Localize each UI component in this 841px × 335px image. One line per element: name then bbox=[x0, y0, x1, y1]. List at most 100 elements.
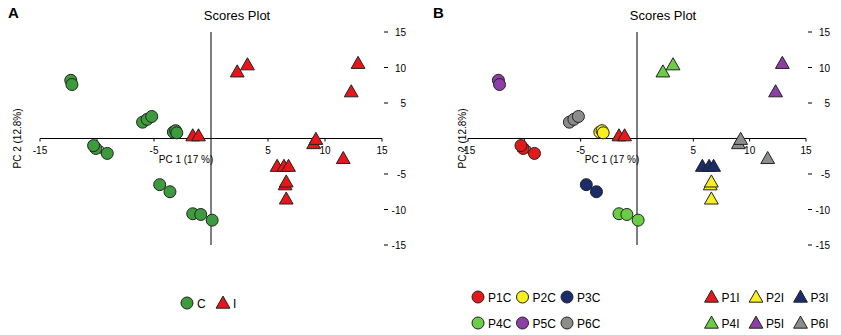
point bbox=[195, 208, 207, 220]
legend-label: C bbox=[197, 297, 206, 311]
x-tick-label: 15 bbox=[376, 145, 388, 156]
legend-label: P3C bbox=[577, 291, 601, 305]
x-tick-label: 15 bbox=[800, 145, 812, 156]
point bbox=[101, 147, 113, 159]
x-tick bbox=[154, 139, 155, 142]
x-tick-label: 10 bbox=[319, 145, 331, 156]
point bbox=[704, 175, 718, 187]
legend-marker bbox=[794, 290, 808, 302]
y-axis-label: PC 2 (12.8%) bbox=[12, 108, 23, 168]
point bbox=[666, 58, 680, 70]
y-axis-label: PC 2 (12.8%) bbox=[457, 108, 468, 168]
points bbox=[65, 56, 365, 226]
legend-label: P5I bbox=[766, 317, 784, 331]
point bbox=[344, 85, 358, 97]
y-tick bbox=[808, 32, 812, 33]
legend: CI bbox=[181, 296, 236, 311]
legend-marker bbox=[705, 290, 719, 302]
x-tick bbox=[325, 139, 326, 142]
legend-marker bbox=[705, 316, 719, 328]
legend-marker bbox=[472, 317, 484, 329]
x-tick bbox=[806, 139, 807, 142]
y-tick bbox=[384, 209, 388, 210]
y-tick bbox=[384, 103, 388, 104]
point bbox=[775, 56, 789, 68]
legend-label: I bbox=[233, 297, 236, 311]
y-tick-label: -5 bbox=[397, 169, 406, 180]
legend-marker bbox=[561, 291, 573, 303]
figure: A Scores Plot -15 -10 -5 5 10 15 -15 -10 -5 5 10 15 PC… bbox=[0, 0, 841, 335]
legend-marker bbox=[216, 296, 230, 308]
panel-label: B bbox=[433, 4, 444, 21]
y-tick bbox=[808, 174, 812, 175]
point bbox=[241, 58, 255, 70]
point bbox=[734, 132, 748, 144]
point bbox=[336, 151, 350, 163]
point bbox=[632, 214, 644, 226]
title: Scores Plot bbox=[630, 8, 697, 23]
legend-label: P1I bbox=[722, 291, 740, 305]
legend-label: P5C bbox=[533, 317, 557, 331]
point bbox=[494, 79, 506, 91]
point bbox=[572, 110, 584, 122]
legend-marker bbox=[749, 316, 763, 328]
y-tick-label: -15 bbox=[816, 240, 831, 251]
legend-label: P2C bbox=[533, 291, 557, 305]
y-tick-label: -10 bbox=[816, 205, 831, 216]
point bbox=[282, 159, 296, 171]
y-tick bbox=[808, 103, 812, 104]
y-tick-label: -5 bbox=[821, 169, 830, 180]
points bbox=[492, 56, 789, 226]
legend-label: P4I bbox=[722, 317, 740, 331]
legend-label: P2I bbox=[766, 291, 784, 305]
point bbox=[580, 179, 592, 191]
point bbox=[146, 110, 158, 122]
y-tick bbox=[384, 67, 388, 68]
point bbox=[88, 140, 100, 152]
x-tick-label: -5 bbox=[150, 145, 159, 156]
legend-marker bbox=[517, 291, 529, 303]
point bbox=[707, 159, 721, 171]
legend-marker bbox=[181, 297, 193, 309]
title: Scores Plot bbox=[204, 8, 271, 23]
legend: P1CP2CP3CP4CP5CP6CP1IP2IP3IP4IP5IP6I bbox=[472, 290, 829, 331]
legend-marker bbox=[517, 317, 529, 329]
y-tick-label: 5 bbox=[824, 98, 830, 109]
point bbox=[769, 85, 783, 97]
x-axis-label: PC 1 (17 %) bbox=[585, 154, 639, 165]
panel-label: A bbox=[8, 4, 19, 21]
point bbox=[618, 129, 632, 141]
x-tick-label: 5 bbox=[691, 145, 697, 156]
point bbox=[761, 151, 775, 163]
x-tick-label: -15 bbox=[33, 145, 48, 156]
y-tick-label: 10 bbox=[819, 63, 831, 74]
point bbox=[515, 140, 527, 152]
point bbox=[164, 186, 176, 198]
point bbox=[590, 186, 602, 198]
point bbox=[66, 79, 78, 91]
y-axis bbox=[637, 32, 638, 245]
x-tick-label: 10 bbox=[744, 145, 756, 156]
legend-label: P1C bbox=[488, 291, 512, 305]
point bbox=[597, 127, 609, 139]
y-tick-label: -10 bbox=[392, 205, 407, 216]
point bbox=[309, 132, 323, 144]
point bbox=[171, 127, 183, 139]
legend-marker bbox=[472, 291, 484, 303]
legend-marker bbox=[794, 316, 808, 328]
point bbox=[621, 208, 633, 220]
y-tick bbox=[384, 32, 388, 33]
panel: AScores Plot-15-10-551015-15-10-551015PC… bbox=[8, 4, 406, 311]
point bbox=[704, 192, 718, 204]
legend-label: P4C bbox=[488, 317, 512, 331]
legend-marker bbox=[749, 290, 763, 302]
point bbox=[528, 147, 540, 159]
x-tick bbox=[268, 139, 269, 142]
legend-label: P6C bbox=[577, 317, 601, 331]
point bbox=[192, 129, 206, 141]
y-tick bbox=[808, 209, 812, 210]
panel: BScores Plot-15-10-551015-15-10-551015PC… bbox=[433, 4, 830, 331]
y-tick bbox=[384, 245, 388, 246]
point bbox=[279, 175, 293, 187]
y-axis bbox=[211, 32, 212, 245]
